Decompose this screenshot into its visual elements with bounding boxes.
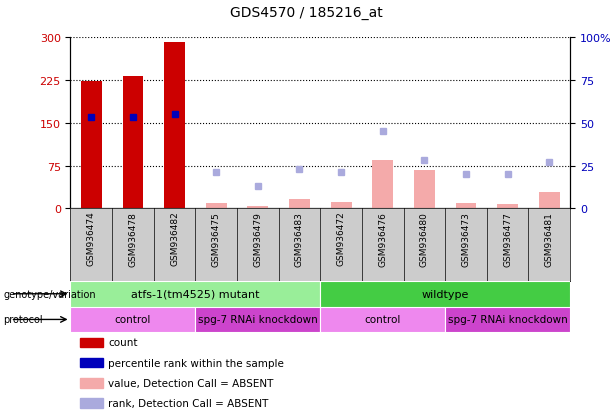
Text: GSM936476: GSM936476 [378, 211, 387, 266]
Bar [321, 307, 445, 332]
Text: genotype/variation: genotype/variation [3, 289, 96, 299]
Text: count: count [108, 337, 137, 347]
Text: control: control [365, 315, 401, 325]
Text: wildtype: wildtype [422, 289, 469, 299]
Bar [164, 43, 185, 209]
Text: protocol: protocol [3, 315, 43, 325]
Text: value, Detection Call = ABSENT: value, Detection Call = ABSENT [108, 378, 273, 388]
Text: GSM936482: GSM936482 [170, 211, 179, 266]
Text: GSM936472: GSM936472 [337, 211, 346, 266]
Bar [414, 170, 435, 209]
Text: control: control [115, 315, 151, 325]
Bar [539, 193, 560, 209]
Bar [81, 82, 102, 209]
Bar [80, 338, 103, 347]
Bar [497, 204, 518, 209]
Bar [445, 307, 570, 332]
Bar [321, 281, 570, 307]
Bar [455, 203, 476, 209]
Text: rank, Detection Call = ABSENT: rank, Detection Call = ABSENT [108, 398, 268, 408]
Text: spg-7 RNAi knockdown: spg-7 RNAi knockdown [198, 315, 318, 325]
Bar [70, 307, 196, 332]
Text: spg-7 RNAi knockdown: spg-7 RNAi knockdown [447, 315, 568, 325]
Bar [372, 160, 393, 209]
Bar [80, 398, 103, 408]
Text: GSM936478: GSM936478 [129, 211, 137, 266]
Bar [206, 203, 227, 209]
Bar [289, 199, 310, 209]
Text: GSM936475: GSM936475 [211, 211, 221, 266]
Text: GDS4570 / 185216_at: GDS4570 / 185216_at [230, 6, 383, 20]
Bar [123, 77, 143, 209]
Text: GSM936473: GSM936473 [462, 211, 471, 266]
Bar [80, 358, 103, 368]
Text: percentile rank within the sample: percentile rank within the sample [108, 358, 284, 368]
Bar [196, 307, 321, 332]
Text: GSM936477: GSM936477 [503, 211, 512, 266]
Bar [330, 202, 351, 209]
Bar [248, 206, 268, 209]
Text: GSM936474: GSM936474 [87, 211, 96, 266]
Bar [70, 281, 321, 307]
Text: GSM936483: GSM936483 [295, 211, 304, 266]
Text: atfs-1(tm4525) mutant: atfs-1(tm4525) mutant [131, 289, 260, 299]
Text: GSM936480: GSM936480 [420, 211, 429, 266]
Text: GSM936481: GSM936481 [545, 211, 554, 266]
Bar [80, 378, 103, 388]
Text: GSM936479: GSM936479 [253, 211, 262, 266]
